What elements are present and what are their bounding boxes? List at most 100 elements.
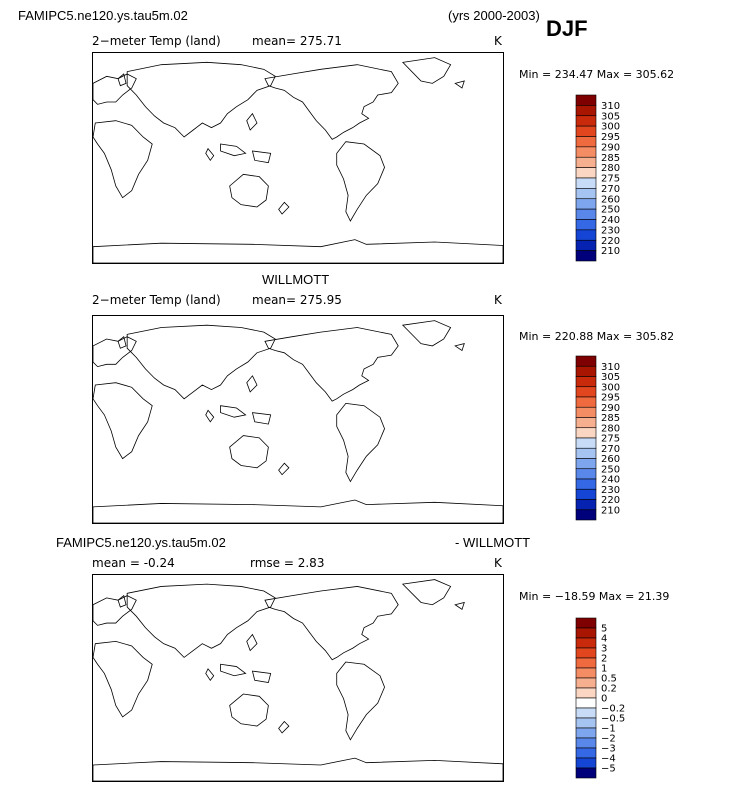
panel2-colorbar-box-13 (575, 488, 597, 500)
panel2-colorbar-label-5: 285 (601, 413, 620, 424)
panel2-title: WILLMOTT (262, 272, 330, 287)
panel2-colorbar-box-5 (575, 406, 597, 418)
panel3-colorbar-label-4: 1 (601, 664, 607, 675)
panel1-colorbar-label-8: 270 (601, 184, 620, 195)
panel2-colorbar-label-4: 290 (601, 403, 620, 414)
panel2-colorbar-label-2: 300 (601, 382, 620, 393)
panel1-colorbar-label-5: 285 (601, 153, 620, 164)
panel1-colorbar-label-11: 240 (601, 215, 620, 226)
panel3-colorbar-label-7: 0 (601, 694, 607, 705)
panel1-colorbar-box-1 (575, 105, 597, 117)
panel2-field-label: 2−meter Temp (land) (92, 293, 221, 307)
panel2-colorbar-box-4 (575, 396, 597, 408)
panel2-land-fill (93, 316, 503, 523)
panel1-colorbar-box-3 (575, 125, 597, 137)
panel1-colorbar-box-9 (575, 188, 597, 200)
panel1-colorbar-box-7 (575, 167, 597, 179)
panel1-colorbar-label-0: 310 (601, 101, 620, 112)
panel3-map-svg (93, 575, 503, 781)
panel1-colorbar-box-6 (575, 156, 597, 168)
panel2-colorbar-box-14 (575, 499, 597, 511)
panel1-units: K (494, 34, 502, 48)
panel2-colorbar-label-8: 270 (601, 444, 620, 455)
panel2-colorbar-box-10 (575, 458, 597, 470)
panel3-colorbar-box-6 (575, 677, 597, 689)
panel2-colorbar-label-11: 240 (601, 475, 620, 486)
panel1-colorbar-box-5 (575, 146, 597, 158)
panel1-colorbar-box-11 (575, 208, 597, 220)
panel2-coastlines (93, 321, 503, 523)
panel3-colorbar-label-1: 4 (601, 634, 607, 645)
panel3-colorbar-label-8: −0.2 (601, 704, 625, 715)
panel3-minmax: Min = −18.59 Max = 21.39 (519, 590, 670, 603)
panel3-colorbar-box-12 (575, 737, 597, 749)
panel1-mean: mean= 275.71 (252, 34, 342, 48)
case-name: FAMIPC5.ne120.ys.tau5m.02 (18, 8, 188, 23)
panel2-map (92, 315, 504, 524)
panel1-colorbar-label-10: 250 (601, 205, 620, 216)
panel3-colorbar-label-2: 3 (601, 644, 607, 655)
panel1-colorbar-box-13 (575, 229, 597, 241)
panel2-colorbar-label-10: 250 (601, 464, 620, 475)
panel1-colorbar-label-9: 260 (601, 194, 620, 205)
panel1-colorbar-box-12 (575, 219, 597, 231)
panel3-colorbar-label-3: 2 (601, 654, 607, 665)
years-label: (yrs 2000-2003) (448, 8, 540, 23)
panel2-colorbar-box-1 (575, 365, 597, 377)
panel3-colorbar-label-12: −3 (601, 744, 616, 755)
panel1-colorbar-label-2: 300 (601, 122, 620, 133)
panel1-colorbar-box-0 (575, 94, 597, 106)
panel3-units: K (494, 556, 502, 570)
panel1-colorbar-box-15 (575, 250, 597, 262)
panel2-colorbar-label-6: 280 (601, 423, 620, 434)
season-label: DJF (546, 16, 588, 41)
panel3-colorbar-label-10: −1 (601, 724, 616, 735)
panel1-field-label: 2−meter Temp (land) (92, 34, 221, 48)
panel3-coastlines (93, 580, 503, 781)
panel3-colorbar-label-0: 5 (601, 624, 607, 635)
panel2-colorbar-box-15 (575, 509, 597, 521)
panel1-coastlines (93, 58, 503, 263)
panel3-colorbar-box-2 (575, 637, 597, 649)
panel1-colorbar-label-14: 210 (601, 246, 620, 257)
panel3-colorbar-box-3 (575, 647, 597, 659)
panel3-land-fill (93, 575, 503, 781)
panel3-colorbar-box-1 (575, 627, 597, 639)
panel1-colorbar-box-4 (575, 136, 597, 148)
panel3-colorbar-label-13: −4 (601, 754, 616, 765)
panel2-colorbar-label-14: 210 (601, 505, 620, 516)
panel1-colorbar-box-10 (575, 198, 597, 210)
panel3-colorbar: 5 4 3 2 1 0.5 0.2 0 −0.2 −0.5 −1 −2 −3 −4 −5 (575, 617, 646, 779)
panel3-map (92, 574, 504, 782)
panel2-colorbar: 310 305 300 295 290 285 280 275 270 260 250 240 230 2… (575, 355, 646, 521)
panel3-colorbar-label-11: −2 (601, 734, 616, 745)
panel3-colorbar-label-14: −5 (601, 764, 616, 775)
panel3-title-right: - WILLMOTT (455, 535, 531, 550)
panel2-colorbar-box-7 (575, 427, 597, 439)
panel1-colorbar-label-1: 305 (601, 111, 620, 122)
panel1-colorbar-box-8 (575, 177, 597, 189)
panel3-mean: mean = -0.24 (92, 556, 175, 570)
panel3-colorbar-label-5: 0.5 (601, 674, 617, 685)
panel1-colorbar-label-3: 295 (601, 132, 620, 143)
panel1-land-fill (93, 53, 503, 263)
panel1-map (92, 52, 504, 264)
panel3-colorbar-box-9 (575, 707, 597, 719)
panel3-colorbar-box-5 (575, 667, 597, 679)
panel1-colorbar: 310 305 300 295 290 285 280 275 270 260 250 240 230 2… (575, 94, 646, 262)
panel2-colorbar-box-12 (575, 478, 597, 490)
panel3-colorbar-box-11 (575, 727, 597, 739)
panel3-colorbar-box-14 (575, 757, 597, 769)
panel3-title-left: FAMIPC5.ne120.ys.tau5m.02 (56, 535, 226, 550)
panel2-colorbar-label-12: 230 (601, 485, 620, 496)
panel2-colorbar-box-11 (575, 468, 597, 480)
panel2-colorbar-label-3: 295 (601, 393, 620, 404)
panel3-colorbar-box-13 (575, 747, 597, 759)
panel1-map-svg (93, 53, 503, 263)
panel2-colorbar-box-6 (575, 417, 597, 429)
panel1-colorbar-label-4: 290 (601, 142, 620, 153)
panel2-colorbar-box-3 (575, 386, 597, 398)
panel2-colorbar-box-8 (575, 437, 597, 449)
panel1-minmax: Min = 234.47 Max = 305.62 (519, 68, 675, 81)
panel1-colorbar-label-6: 280 (601, 163, 620, 174)
